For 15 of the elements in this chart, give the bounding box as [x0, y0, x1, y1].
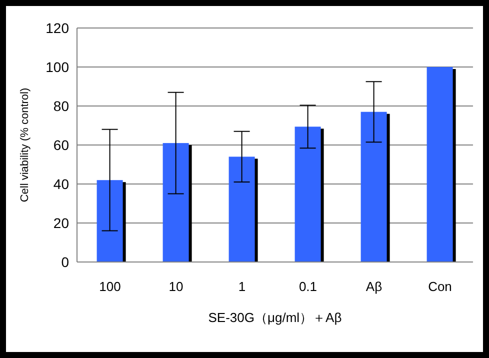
- y-tick-label: 0: [61, 254, 70, 270]
- x-tick-label: 100: [99, 279, 121, 294]
- x-tick-label: Aβ: [366, 279, 382, 294]
- x-tick-label: 10: [168, 279, 184, 294]
- x-axis-title: SE-30G（μg/ml）＋Aβ: [208, 310, 342, 325]
- x-tick-label: Con: [428, 279, 452, 294]
- y-axis-title: Cell viability (% control): [18, 88, 31, 202]
- y-tick-label: 60: [53, 136, 70, 153]
- x-tick-label: 1: [238, 279, 246, 294]
- y-tick-label: 80: [53, 98, 70, 114]
- y-tick-label: 120: [46, 20, 70, 36]
- x-tick-label: 0.1: [298, 279, 318, 294]
- y-tick-label: 40: [53, 176, 70, 192]
- y-tick-label: 20: [53, 214, 70, 231]
- y-tick-label: 100: [46, 58, 70, 75]
